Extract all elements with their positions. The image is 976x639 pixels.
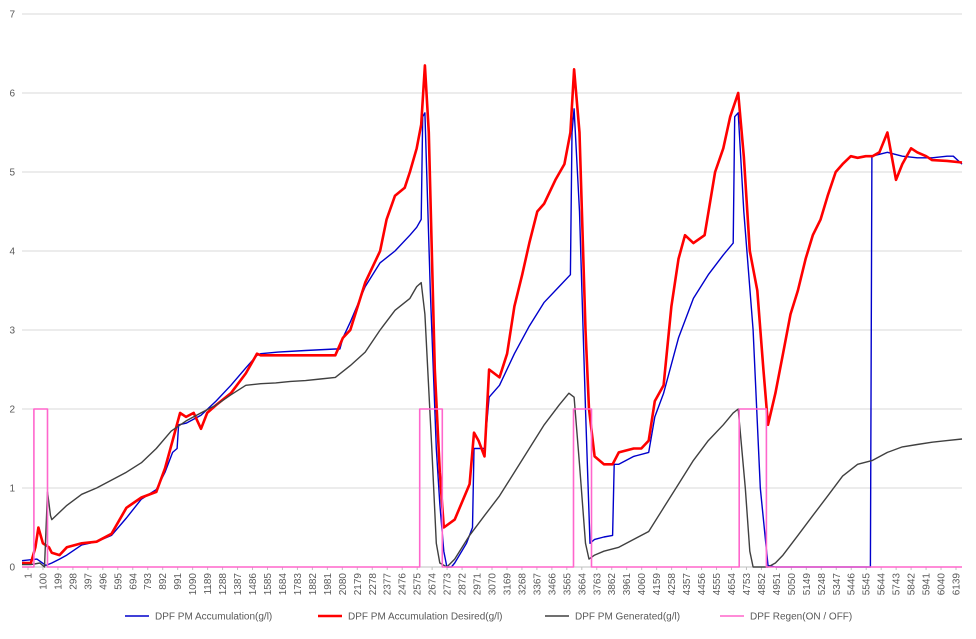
x-tick-label: 2971 [473,573,484,596]
x-tick-label: 4951 [772,573,783,596]
x-tick-label: 793 [143,573,154,590]
x-tick-label: 2278 [368,573,379,596]
x-tick-label: 3763 [592,573,603,596]
x-tick-label: 5842 [907,573,918,596]
gridlines [22,13,962,568]
y-tick-label: 1 [9,484,15,495]
x-tick-label: 1486 [248,573,259,596]
y-axis: 0 1 2 3 4 5 6 7 [9,10,15,574]
x-tick-label: 2377 [383,573,394,596]
x-tick-label: 4654 [727,573,738,596]
legend: DPF PM Accumulation(g/l) DPF PM Accumulat… [125,612,852,623]
x-tick-label: 1 [24,573,35,579]
x-tick-label: 3961 [622,573,633,596]
x-tick-label: 1090 [188,573,199,596]
x-tick-label: 4357 [682,573,693,596]
x-tick-label: 6139 [952,573,963,596]
x-tick-label: 4258 [667,573,678,596]
x-tick-label: 1684 [278,573,289,596]
x-tick-label: 3169 [502,573,513,596]
x-tick-label: 100 [38,573,49,590]
x-tick-label: 1189 [203,573,214,595]
x-tick-label: 3268 [517,573,528,596]
x-tick-label: 1882 [308,573,319,596]
x-tick-label: 3070 [488,573,499,596]
x-tick-label: 5545 [862,573,873,596]
x-tick-label: 3862 [607,573,618,596]
x-tick-label: 5050 [787,573,798,596]
x-tick-label: 694 [128,573,139,590]
x-tick-label: 397 [83,573,94,590]
x-tick-label: 1288 [218,573,229,596]
x-tick-label: 2674 [428,573,439,596]
y-tick-label: 2 [9,405,15,416]
legend-label: DPF PM Accumulation Desired(g/l) [348,612,503,623]
x-tick-label: 5248 [817,573,828,596]
x-tick-label: 3664 [577,573,588,596]
x-tick-label: 5743 [892,573,903,596]
legend-label: DPF Regen(ON / OFF) [750,612,852,623]
y-tick-label: 7 [9,10,15,21]
x-tick-label: 5446 [847,573,858,596]
x-tick-label: 3367 [532,573,543,596]
series-lines [21,64,963,568]
x-tick-label: 4456 [697,573,708,596]
x-tick-label: 5644 [877,573,888,596]
series-line-3 [22,281,963,568]
y-tick-label: 4 [9,247,15,258]
x-axis: 1 100 199 298 397 496 595 694 793 892 991 1090 1189 1… [24,567,963,595]
y-tick-label: 6 [9,89,15,100]
x-tick-label: 1783 [293,573,304,596]
x-tick-label: 5941 [922,573,933,596]
x-tick-label: 1585 [263,573,274,596]
x-tick-label: 2773 [443,573,454,596]
x-tick-label: 2179 [353,573,364,596]
x-tick-label: 3565 [562,573,573,596]
x-tick-label: 1981 [323,573,334,596]
x-tick-label: 1387 [233,573,244,596]
x-tick-label: 892 [158,573,169,590]
legend-label: DPF PM Accumulation(g/l) [155,612,272,623]
legend-label: DPF PM Generated(g/l) [575,612,680,623]
y-tick-label: 5 [9,168,15,179]
x-tick-label: 4753 [742,573,753,596]
x-tick-label: 2476 [398,573,409,596]
x-tick-label: 2575 [413,573,424,596]
x-tick-label: 5149 [802,573,813,596]
x-tick-label: 595 [113,573,124,590]
series-line-4 [22,408,962,568]
y-tick-label: 3 [9,326,15,337]
x-tick-label: 2872 [458,573,469,596]
series-line-2 [22,64,963,565]
x-tick-label: 5347 [832,573,843,596]
x-tick-label: 4555 [712,573,723,596]
x-tick-label: 4852 [757,573,768,596]
x-tick-label: 6040 [937,573,948,596]
x-tick-label: 298 [68,573,79,590]
x-tick-label: 4060 [637,573,648,596]
x-tick-label: 991 [173,573,184,590]
x-tick-label: 4159 [652,573,663,596]
y-tick-label: 0 [9,563,15,574]
x-tick-label: 3466 [547,573,558,596]
x-tick-label: 496 [98,573,109,590]
x-tick-label: 199 [53,573,64,590]
x-tick-label: 2080 [338,573,349,596]
